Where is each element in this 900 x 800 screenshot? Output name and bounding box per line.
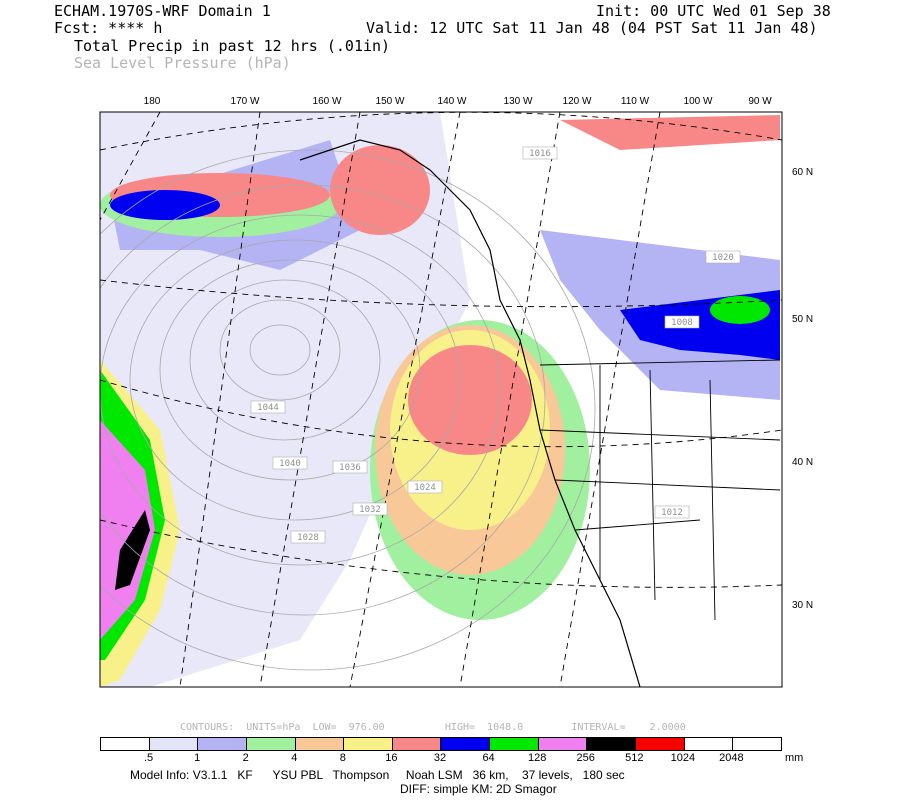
colorbar-label: 128 bbox=[527, 752, 547, 764]
pressure-label-box bbox=[352, 502, 388, 516]
graticule bbox=[100, 112, 782, 687]
colorbar-label: 512 bbox=[625, 752, 644, 764]
precip-band-sw-pink bbox=[100, 420, 155, 640]
colorbar-swatch bbox=[198, 738, 247, 750]
colorbar-swatch bbox=[538, 738, 588, 750]
pressure-label-box bbox=[522, 146, 558, 160]
pressure-label-box bbox=[664, 315, 700, 329]
field-secondary: Sea Level Pressure (hPa) bbox=[74, 54, 291, 72]
map-fields bbox=[100, 112, 782, 687]
colorbar-swatch bbox=[149, 738, 199, 750]
colorbar-swatch bbox=[101, 738, 150, 750]
latitude-label: 60 N bbox=[792, 167, 813, 178]
pressure-label: 1032 bbox=[359, 505, 381, 515]
pressure-label: 1040 bbox=[279, 459, 301, 469]
precip-shade-red-ne bbox=[560, 115, 780, 150]
precip-shade-red-ak bbox=[330, 145, 430, 235]
pressure-label-box bbox=[332, 460, 368, 474]
colorbar-swatch bbox=[392, 738, 442, 750]
precip-shade-red-central bbox=[408, 345, 532, 455]
colorbar-label: 32 bbox=[433, 752, 447, 764]
pressure-label-box bbox=[654, 505, 690, 519]
pressure-label: 1012 bbox=[661, 508, 683, 518]
contour-info: CONTOURS: UNITS=hPa LOW= 976.00 HIGH= 10… bbox=[180, 722, 686, 733]
colorbar-label: 1 bbox=[194, 752, 201, 764]
state-borders bbox=[539, 359, 781, 621]
latitude-label: 40 N bbox=[792, 457, 813, 468]
pressure-label: 1024 bbox=[414, 483, 436, 493]
colorbar-label: 64 bbox=[482, 752, 495, 764]
colorbar-label: .5 bbox=[143, 752, 154, 764]
colorbar-label: 4 bbox=[291, 752, 298, 764]
pressure-label: 1008 bbox=[671, 318, 693, 328]
pressure-label-box bbox=[407, 480, 443, 494]
coastline-ak bbox=[299, 139, 441, 181]
longitude-label: 90 W bbox=[748, 96, 772, 107]
precip-shade-blue-nw bbox=[110, 190, 220, 220]
pressure-label: 1036 bbox=[339, 463, 361, 473]
colorbar-label: 16 bbox=[385, 752, 398, 764]
pressure-label-box bbox=[250, 400, 286, 414]
pressure-label: 1044 bbox=[257, 403, 279, 413]
colorbar-label: 256 bbox=[576, 752, 595, 764]
colorbar-swatch bbox=[587, 738, 637, 750]
field-primary: Total Precip in past 12 hrs (.01in) bbox=[74, 37, 391, 55]
pressure-labels: 1016 1020 1024 1028 1032 1036 1040 1044 1008 1012 bbox=[250, 146, 741, 544]
longitude-label: 100 W bbox=[684, 96, 713, 107]
pressure-label-box bbox=[290, 530, 326, 544]
coastline bbox=[439, 179, 641, 687]
colorbar-units: mm bbox=[785, 752, 804, 764]
latitude-labels: 60 N 50 N 40 N 30 N bbox=[792, 167, 813, 611]
precip-shade-green-ne bbox=[710, 296, 770, 324]
longitude-label: 160 W bbox=[313, 96, 342, 107]
colorbar-label: 2048 bbox=[719, 752, 744, 764]
longitude-label: 180 bbox=[144, 96, 161, 107]
colorbar-label: 2 bbox=[242, 752, 249, 764]
colorbar-swatch bbox=[733, 738, 781, 750]
longitude-label: 150 W bbox=[376, 96, 405, 107]
pressure-label-box bbox=[272, 456, 308, 470]
valid-time: Valid: 12 UTC Sat 11 Jan 48 (04 PST Sat … bbox=[366, 19, 818, 37]
diff-info: DIFF: simple KM: 2D Smagor bbox=[400, 782, 557, 796]
latitude-label: 50 N bbox=[792, 314, 813, 325]
pressure-label: 1016 bbox=[529, 149, 551, 159]
forecast-hour: Fcst: **** h bbox=[54, 19, 163, 37]
pressure-label: 1028 bbox=[297, 533, 319, 543]
colorbar-swatch bbox=[636, 738, 685, 750]
precip-colorbar bbox=[100, 737, 782, 751]
pressure-label: 1020 bbox=[712, 253, 734, 263]
colorbar-swatch bbox=[246, 738, 296, 750]
colorbar-swatch bbox=[295, 738, 345, 750]
colorbar-swatch bbox=[490, 738, 539, 750]
longitude-label: 140 W bbox=[438, 96, 467, 107]
model-title: ECHAM.1970S-WRF Domain 1 bbox=[54, 2, 271, 20]
init-time: Init: 00 UTC Wed 01 Sep 38 bbox=[596, 2, 831, 20]
longitude-label: 130 W bbox=[504, 96, 533, 107]
colorbar-label: 8 bbox=[339, 752, 346, 764]
longitude-label: 120 W bbox=[563, 96, 592, 107]
longitude-labels: 180 170 W 160 W 150 W 140 W 130 W 120 W 110 W 10… bbox=[144, 96, 773, 107]
pressure-label-box bbox=[705, 250, 741, 264]
model-info: Model Info: V3.1.1 KF YSU PBL Thompson N… bbox=[130, 768, 625, 782]
longitude-label: 110 W bbox=[621, 96, 650, 107]
colorbar-swatch bbox=[441, 738, 491, 750]
colorbar-label: 1024 bbox=[670, 752, 696, 764]
colorbar-swatch bbox=[344, 738, 393, 750]
longitude-label: 170 W bbox=[231, 96, 260, 107]
pressure-contours bbox=[100, 149, 596, 671]
colorbar-swatch bbox=[684, 738, 734, 750]
latitude-label: 30 N bbox=[792, 600, 813, 611]
